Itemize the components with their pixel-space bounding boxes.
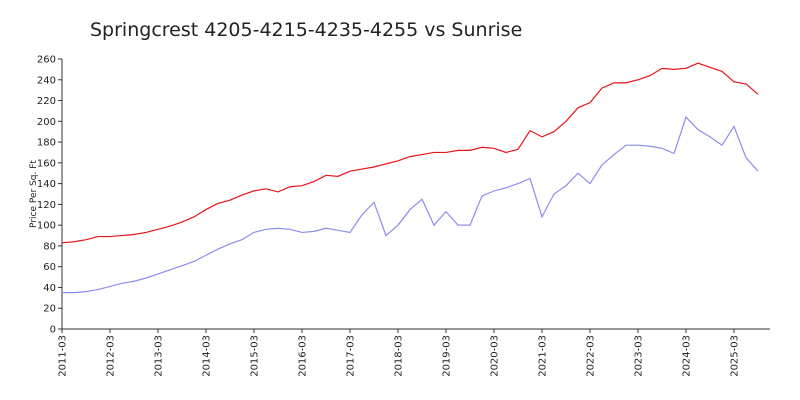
y-tick-label: 80: [43, 241, 56, 252]
x-tick-label: 2021-03: [538, 335, 549, 377]
y-tick-label: 140: [37, 179, 56, 190]
x-tick-label: 2017-03: [346, 335, 357, 377]
y-tick-label: 100: [37, 221, 56, 232]
x-tick-label: 2016-03: [298, 335, 309, 377]
series-line: [62, 116, 759, 294]
y-tick-label: 120: [37, 200, 56, 211]
chart-title: Springcrest 4205-4215-4235-4255 vs Sunri…: [90, 19, 522, 41]
x-tick-label: 2019-03: [442, 335, 453, 377]
y-tick-label: 260: [37, 55, 56, 66]
x-tick-label: 2012-03: [106, 335, 117, 377]
y-tick-label: 0: [50, 325, 56, 336]
x-tick-label: 2011-03: [58, 335, 69, 377]
x-tick-label: 2015-03: [250, 335, 261, 377]
x-tick-label: 2022-03: [586, 335, 597, 377]
y-tick-label: 20: [43, 304, 56, 315]
x-tick-label: 2020-03: [490, 335, 501, 377]
y-axis-label: Price Per Sq. Ft: [29, 160, 39, 228]
x-tick-label: 2024-03: [682, 335, 693, 377]
y-tick-label: 60: [43, 262, 56, 273]
y-tick-label: 220: [37, 96, 56, 107]
x-tick-label: 2014-03: [202, 335, 213, 377]
series-line: [61, 62, 759, 244]
y-tick-label: 200: [37, 117, 56, 128]
y-tick-label: 240: [37, 75, 56, 86]
x-tick-label: 2013-03: [154, 335, 165, 377]
x-tick-label: 2023-03: [634, 335, 645, 377]
x-tick-label: 2025-03: [730, 335, 741, 377]
y-tick-label: 180: [37, 138, 56, 149]
y-tick-label: 160: [37, 158, 56, 169]
y-tick-label: 40: [43, 283, 56, 294]
x-tick-label: 2018-03: [394, 335, 405, 377]
